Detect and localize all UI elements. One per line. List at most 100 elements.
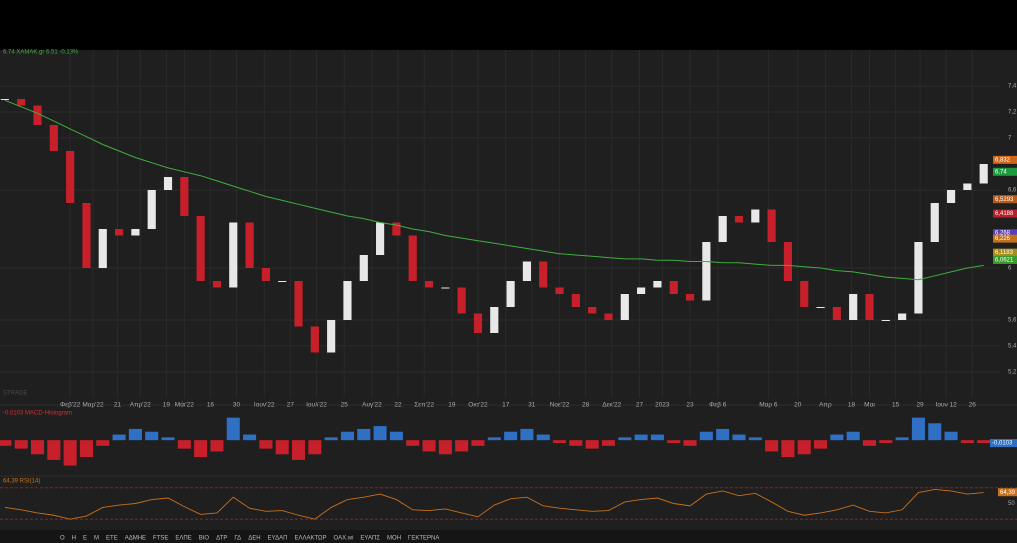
- candle: [473, 313, 483, 334]
- histogram-bar: [324, 437, 338, 441]
- x-tick-label: Απρ: [819, 402, 832, 409]
- histogram-bar: [406, 440, 420, 446]
- x-tick-label: 22: [394, 402, 402, 409]
- y-tick-label: 5,2: [1008, 370, 1017, 376]
- histogram-bar: [846, 431, 860, 441]
- toolbar-item[interactable]: ΔΤΡ: [216, 536, 227, 542]
- toolbar-item[interactable]: ΕΛΛΑΚΤΩΡ: [294, 536, 326, 542]
- price-label-box: [993, 209, 1017, 218]
- toolbar-item[interactable]: Η: [72, 536, 76, 542]
- toolbar-item[interactable]: Ε: [83, 536, 87, 542]
- histogram-bar: [340, 431, 354, 441]
- histogram-bar: [177, 440, 191, 449]
- x-tick-label: 30: [233, 402, 241, 409]
- price-label-box: [993, 229, 1017, 238]
- histogram-bar: [650, 434, 664, 441]
- histogram-bar: [601, 440, 616, 446]
- candle: [261, 268, 270, 282]
- candle: [408, 235, 417, 282]
- candle: [669, 281, 678, 295]
- candle: [343, 281, 352, 321]
- toolbar-item[interactable]: ΔΕΗ: [248, 536, 260, 542]
- candle: [98, 229, 107, 269]
- histogram-bar: [389, 431, 403, 441]
- candle: [17, 99, 26, 106]
- y-tick-label: 50: [1008, 501, 1015, 507]
- candle: [424, 281, 434, 288]
- price-label-box: [993, 155, 1017, 164]
- candle: [898, 313, 907, 321]
- candle: [555, 287, 564, 295]
- candle: [359, 255, 368, 282]
- histogram-bar: [438, 440, 452, 455]
- toolbar-item[interactable]: ΓΕΚΤΕΡΝΑ: [408, 536, 439, 542]
- histogram-bar: [161, 437, 175, 441]
- candle: [946, 190, 956, 204]
- toolbar-item[interactable]: ΟΑΧ.wi: [334, 536, 354, 542]
- candle: [800, 281, 809, 308]
- x-tick-label: 29: [916, 402, 924, 409]
- x-tick-label: Δεκ'22: [602, 402, 621, 409]
- panel-title: 64,39 RSI(14): [3, 479, 40, 485]
- candle: [702, 242, 711, 301]
- histogram-bar: [830, 434, 844, 441]
- toolbar-item[interactable]: Ο: [60, 536, 65, 542]
- toolbar-item[interactable]: ΓΔ: [234, 536, 241, 542]
- x-tick-label: 15: [892, 402, 900, 409]
- candle: [849, 294, 858, 321]
- x-tick-label: 21: [114, 402, 122, 409]
- price-label: 6,0621: [995, 258, 1014, 264]
- toolbar-item[interactable]: ΑΔΜΗΕ: [125, 536, 146, 542]
- candle: [115, 229, 124, 236]
- toolbar-item[interactable]: ΕΤΕ: [106, 536, 118, 542]
- toolbar-item[interactable]: ΒΙΟ: [199, 536, 210, 542]
- x-tick-label: Νοε'22: [550, 402, 570, 409]
- price-label-box: [993, 255, 1017, 264]
- x-tick-label: 16: [207, 402, 215, 409]
- candle: [881, 320, 890, 322]
- toolbar-item[interactable]: ΕΛΠΕ: [175, 536, 191, 542]
- x-tick-label: 25: [341, 402, 349, 409]
- candle: [163, 177, 173, 191]
- toolbar-item[interactable]: ΕΥΔΑΠ: [268, 536, 288, 542]
- histogram-bar: [275, 440, 289, 455]
- histogram-bar: [226, 417, 240, 441]
- histogram-bar: [30, 440, 45, 455]
- price-label: 6,74: [995, 169, 1007, 175]
- candle: [539, 261, 548, 288]
- x-tick-label: 23: [686, 402, 694, 409]
- histogram-bar: [243, 434, 257, 441]
- candle: [82, 203, 91, 269]
- x-tick-label: 18: [848, 402, 856, 409]
- candle: [441, 287, 450, 289]
- histogram-bar: [471, 440, 485, 446]
- candle: [66, 151, 75, 204]
- candle: [930, 203, 939, 243]
- histogram-bar: [422, 440, 436, 452]
- histogram-bar: [373, 426, 387, 441]
- x-tick-label: Ιουλ'22: [306, 402, 327, 409]
- price-label: 6,1183: [995, 250, 1014, 256]
- candle: [229, 222, 238, 288]
- histogram-bar: [960, 440, 974, 443]
- current-value-box: [998, 488, 1017, 497]
- candle: [865, 294, 874, 321]
- moving-average-line: [4, 99, 984, 281]
- histogram-bar: [14, 440, 28, 449]
- candle: [327, 320, 336, 353]
- toolbar-item[interactable]: Μ: [94, 536, 99, 542]
- toolbar-item[interactable]: ΕΥΑΠΣ: [360, 536, 380, 542]
- toolbar-item[interactable]: FTSE: [153, 536, 168, 542]
- x-tick-label: 27: [636, 402, 644, 409]
- price-label: 6,4188: [995, 211, 1014, 217]
- price-label: 6,226: [995, 236, 1011, 242]
- x-tick-label: Μάι'22: [175, 401, 194, 409]
- candle: [490, 307, 499, 334]
- histogram-bar: [63, 440, 77, 466]
- histogram-bar: [520, 428, 534, 441]
- quote: 6.74 ΧΑΜΑΚ.gr 6.51 -0.13%: [3, 50, 79, 56]
- toolbar: [0, 530, 1017, 543]
- toolbar-item[interactable]: ΜΟΗ: [387, 536, 401, 542]
- histogram-bar: [618, 437, 632, 441]
